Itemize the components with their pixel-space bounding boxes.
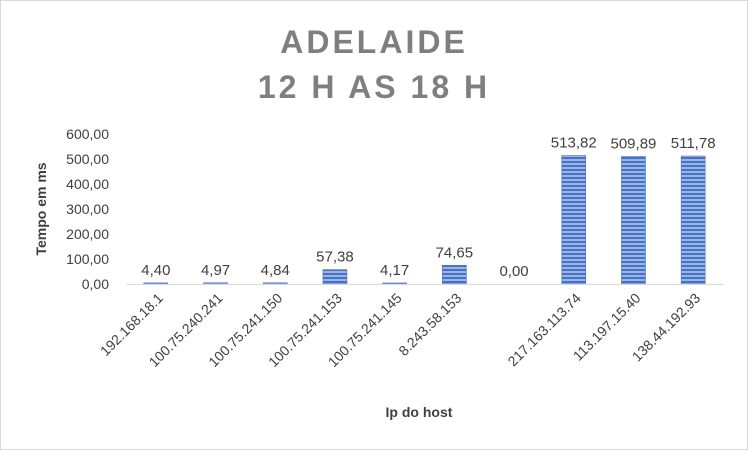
x-tick-label: 8.243.58.153 [395, 290, 464, 359]
data-label: 4,17 [380, 262, 409, 279]
chart-subtitle: 12 H AS 18 H [258, 69, 490, 105]
data-label: 513,82 [551, 135, 597, 152]
data-label: 4,97 [201, 262, 230, 279]
y-tick-label: 500,00 [66, 151, 109, 167]
x-tick-label: 217.163.113.74 [504, 290, 584, 370]
chart-title: ADELAIDE [280, 24, 468, 60]
bar [263, 282, 288, 284]
bar [143, 282, 168, 284]
y-tick-label: 400,00 [66, 176, 109, 192]
y-tick-label: 100,00 [66, 251, 109, 267]
y-tick-label: 200,00 [66, 226, 109, 242]
data-label: 57,38 [316, 249, 354, 266]
data-label: 511,78 [671, 135, 716, 152]
bar [621, 156, 646, 284]
y-tick-label: 600,00 [66, 126, 109, 142]
bar [561, 155, 586, 284]
data-label: 4,84 [261, 262, 290, 279]
plot-area: 0,00 100,00 200,00 300,00 400,00 500,00 600,00… [66, 126, 723, 370]
y-axis-title: Tempo em ms [33, 162, 49, 255]
bar [681, 156, 706, 284]
data-label: 74,65 [436, 244, 474, 261]
data-label: 4,40 [141, 262, 170, 279]
data-label: 509,89 [611, 136, 657, 153]
bar [382, 282, 407, 284]
bar [442, 265, 467, 284]
y-tick-label: 0,00 [82, 276, 109, 292]
x-axis-title: Ip do host [386, 404, 453, 420]
bar [322, 269, 347, 284]
bar [203, 282, 228, 284]
y-tick-label: 300,00 [66, 201, 109, 217]
data-label: 0,00 [499, 263, 528, 280]
